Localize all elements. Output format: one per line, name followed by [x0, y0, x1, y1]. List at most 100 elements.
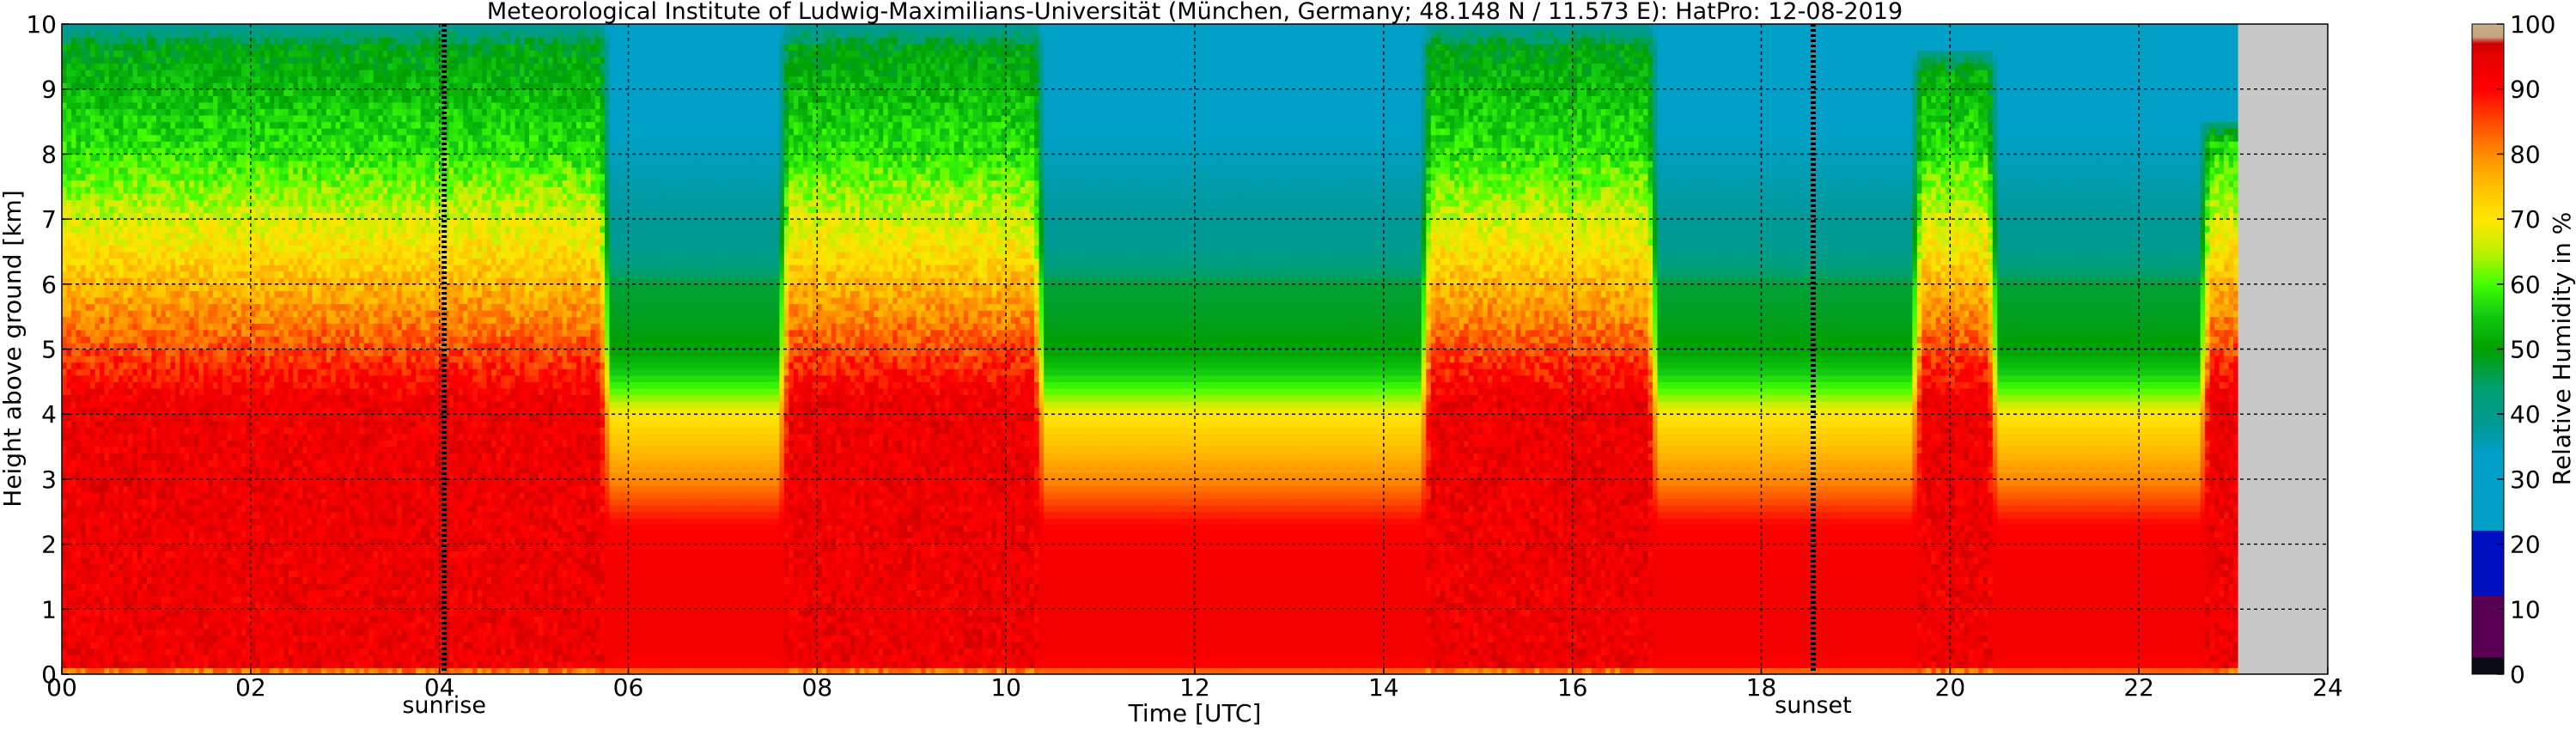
heatmap-cell [161, 401, 166, 408]
heatmap-cell [90, 453, 95, 460]
heatmap-cell [94, 37, 100, 44]
heatmap-cell [85, 161, 90, 167]
heatmap-cell [180, 304, 185, 311]
heatmap-cell [151, 37, 156, 44]
heatmap-cell [67, 590, 72, 597]
heatmap-cell [94, 108, 100, 115]
heatmap-cell [170, 304, 175, 311]
heatmap-cell [151, 375, 156, 382]
heatmap-cell [185, 290, 190, 297]
heatmap-cell [85, 551, 90, 557]
heatmap-cell [175, 375, 180, 382]
heatmap-cell [113, 570, 119, 577]
heatmap-cell [81, 447, 86, 453]
heatmap-cell [76, 576, 81, 583]
heatmap-cell [194, 245, 199, 252]
heatmap-cell [156, 245, 161, 252]
heatmap-cell [161, 583, 166, 590]
heatmap-cell [166, 31, 171, 38]
heatmap-cell [151, 135, 156, 142]
heatmap-cell [189, 434, 194, 441]
heatmap-cell [156, 362, 161, 369]
heatmap-cell [132, 108, 137, 115]
heatmap-cell [67, 70, 72, 76]
heatmap-cell [166, 421, 171, 428]
heatmap-cell [137, 232, 143, 239]
heatmap-cell [189, 226, 194, 233]
heatmap-cell [100, 323, 105, 330]
heatmap-cell [119, 557, 124, 564]
heatmap-cell [71, 654, 76, 661]
heatmap-cell [198, 654, 204, 661]
heatmap-cell [180, 24, 185, 31]
heatmap-cell [132, 239, 137, 246]
heatmap-cell [62, 531, 67, 538]
heatmap-cell [109, 499, 114, 506]
heatmap-cell [90, 141, 95, 148]
heatmap-cell [185, 304, 190, 311]
heatmap-cell [142, 141, 147, 148]
heatmap-cell [119, 186, 124, 193]
heatmap-cell [113, 421, 119, 428]
heatmap-cell [71, 596, 76, 603]
heatmap-cell [132, 518, 137, 525]
heatmap-cell [137, 421, 143, 428]
heatmap-cell [175, 453, 180, 460]
heatmap-cell [189, 50, 194, 57]
heatmap-cell [132, 24, 137, 31]
heatmap-cell [76, 414, 81, 421]
heatmap-cell [100, 76, 105, 83]
heatmap-cell [175, 616, 180, 623]
heatmap-cell [170, 259, 175, 265]
heatmap-cell [128, 239, 133, 246]
heatmap-cell [147, 525, 152, 532]
heatmap-cell [166, 557, 171, 564]
heatmap-cell [194, 76, 199, 83]
heatmap-cell [90, 394, 95, 401]
heatmap-cell [81, 271, 86, 278]
heatmap-cell [185, 284, 190, 291]
heatmap-cell [175, 44, 180, 51]
heatmap-cell [142, 232, 147, 239]
heatmap-cell [156, 317, 161, 324]
heatmap-cell [100, 447, 105, 453]
heatmap-cell [166, 193, 171, 200]
heatmap-cell [180, 434, 185, 441]
heatmap-cell [90, 76, 95, 83]
heatmap-cell [194, 219, 199, 226]
heatmap-cell [76, 310, 81, 317]
heatmap-cell [81, 336, 86, 343]
heatmap-cell [123, 440, 128, 447]
heatmap-cell [119, 232, 124, 239]
heatmap-cell [185, 616, 190, 623]
heatmap-cell [123, 265, 128, 271]
heatmap-cell [147, 24, 152, 31]
heatmap-cell [170, 186, 175, 193]
heatmap-cell [67, 518, 72, 525]
heatmap-cell [100, 525, 105, 532]
heatmap-cell [71, 381, 76, 388]
heatmap-cell [71, 284, 76, 291]
heatmap-cell [67, 135, 72, 142]
heatmap-cell [194, 654, 199, 661]
heatmap-cell [90, 161, 95, 167]
heatmap-cell [76, 102, 81, 109]
heatmap-cell [85, 427, 90, 434]
heatmap-cell [180, 401, 185, 408]
heatmap-cell [62, 89, 67, 96]
heatmap-cell [142, 95, 147, 102]
heatmap-cell [128, 115, 133, 122]
heatmap-cell [90, 284, 95, 291]
heatmap-cell [67, 401, 72, 408]
heatmap-cell [185, 330, 190, 337]
heatmap-cell [189, 154, 194, 161]
heatmap-cell [76, 330, 81, 337]
heatmap-cell [81, 122, 86, 129]
heatmap-cell [71, 414, 76, 421]
heatmap-cell [71, 499, 76, 506]
heatmap-cell [156, 135, 161, 142]
heatmap-cell [62, 427, 67, 434]
heatmap-cell [198, 642, 204, 648]
heatmap-cell [104, 24, 109, 31]
heatmap-cell [170, 95, 175, 102]
